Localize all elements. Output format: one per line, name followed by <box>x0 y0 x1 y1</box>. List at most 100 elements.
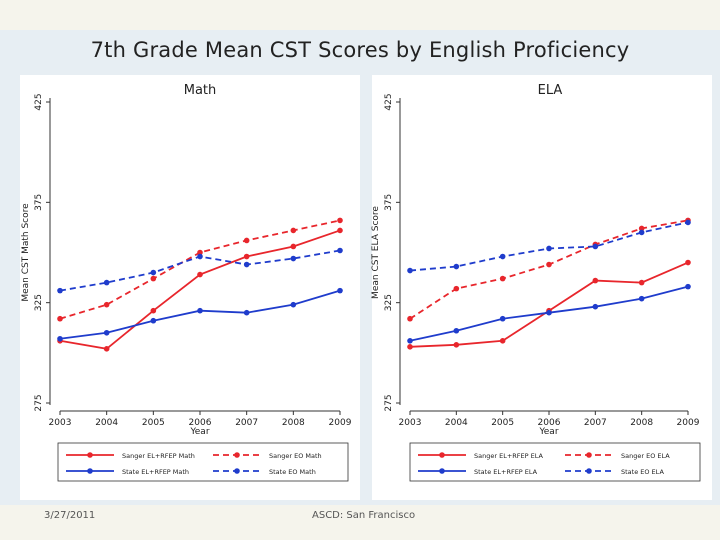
legend-item: Sanger EO ELA <box>565 452 670 460</box>
data-point <box>243 309 250 316</box>
y-axis-label: Mean CST Math Score <box>21 203 31 302</box>
y-tick-label: 275 <box>384 394 394 411</box>
y-tick-label: 325 <box>34 294 44 311</box>
data-point <box>685 259 691 266</box>
x-tick-label: 2007 <box>235 418 258 428</box>
data-point <box>337 227 343 234</box>
data-point <box>638 279 645 286</box>
y-tick-label: 325 <box>384 294 394 311</box>
data-point <box>407 337 413 344</box>
legend-label: Sanger EO ELA <box>621 452 670 460</box>
data-point <box>407 344 413 350</box>
x-tick-label: 2003 <box>49 418 72 428</box>
data-point <box>57 335 63 342</box>
y-tick-label: 425 <box>34 93 44 110</box>
legend-item: State EO Math <box>213 468 316 476</box>
data-point <box>243 261 250 268</box>
legend-item: State EL+RFEP Math <box>66 468 189 476</box>
legend-swatch-marker <box>439 468 445 474</box>
legend-swatch-marker <box>586 468 592 474</box>
x-tick-label: 2006 <box>189 418 212 428</box>
panel-background <box>20 75 360 500</box>
data-point <box>290 227 297 234</box>
legend-swatch-marker <box>87 468 93 474</box>
panel-title: Math <box>184 83 217 98</box>
panel-title: ELA <box>538 83 563 98</box>
legend-label: Sanger EL+RFEP ELA <box>474 452 543 460</box>
data-point <box>592 277 599 284</box>
data-point <box>290 243 297 250</box>
data-point <box>243 253 250 260</box>
data-point <box>407 267 413 274</box>
data-point <box>197 249 203 256</box>
data-point <box>337 287 343 294</box>
data-point <box>150 317 157 324</box>
series-sanger-eo-math <box>57 217 343 322</box>
data-point <box>103 329 110 336</box>
data-point <box>290 301 297 308</box>
legend-swatch-marker <box>234 468 240 474</box>
footer-date: 3/27/2011 <box>44 510 96 521</box>
data-point <box>638 295 645 302</box>
data-point <box>103 279 110 286</box>
data-point <box>337 217 343 224</box>
y-tick-label: 375 <box>34 194 44 211</box>
chart-panel-math: Math 275 325 375 425 Mean CST Math Score 2003 2… <box>20 75 360 500</box>
series-state-el-rfep-math <box>57 287 343 342</box>
x-axis-label: Year <box>538 427 558 437</box>
legend-item: State EL+RFEP ELA <box>418 468 538 476</box>
data-point <box>453 342 460 348</box>
legend-label: Sanger EL+RFEP Math <box>122 452 195 460</box>
series-state-eo-ela <box>407 219 691 274</box>
x-tick-label: 2003 <box>399 418 422 428</box>
series-state-el-rfep-ela <box>407 283 691 344</box>
data-point <box>150 269 157 276</box>
data-point <box>197 253 203 260</box>
data-point <box>499 315 506 322</box>
data-point <box>638 225 645 232</box>
legend: Sanger EL+RFEP Math Sanger EO Math State E… <box>57 442 349 482</box>
chart-title: 7th Grade Mean CST Scores by English Pro… <box>90 38 630 62</box>
data-point <box>337 247 343 254</box>
x-tick-label: 2005 <box>142 418 165 428</box>
data-point <box>150 307 157 314</box>
legend-label: State EO ELA <box>621 468 664 476</box>
legend-item: Sanger EO Math <box>213 452 322 460</box>
x-axis-label: Year <box>189 427 209 437</box>
data-point <box>453 327 460 334</box>
data-point <box>453 285 460 292</box>
data-point <box>57 287 63 294</box>
data-point <box>150 275 157 282</box>
legend-item: State EO ELA <box>565 468 664 476</box>
x-tick-label: 2009 <box>677 418 700 428</box>
data-point <box>243 237 250 244</box>
x-tick-label: 2005 <box>491 418 514 428</box>
data-point <box>546 309 552 316</box>
y-axis-label: Mean CST ELA Score <box>371 206 381 299</box>
legend-item: Sanger EL+RFEP Math <box>66 452 195 460</box>
series-state-eo-math <box>57 247 343 294</box>
legend-label: Sanger EO Math <box>269 452 322 460</box>
data-point <box>499 275 506 282</box>
chart-panel-ela: ELA 275 325 375 425 Mean CST ELA Score 2003 200… <box>371 75 712 500</box>
data-point <box>592 303 599 310</box>
series-sanger-el-rfep-math <box>57 227 343 352</box>
data-point <box>592 243 599 250</box>
legend-swatch-marker <box>439 452 445 458</box>
legend-item: Sanger EL+RFEP ELA <box>418 452 543 460</box>
data-point <box>103 301 110 308</box>
y-tick-label: 375 <box>384 194 394 211</box>
x-tick-label: 2004 <box>445 418 468 428</box>
data-point <box>197 307 203 314</box>
data-point <box>197 271 203 278</box>
data-point <box>290 255 297 262</box>
legend-label: State EL+RFEP ELA <box>474 468 538 476</box>
x-tick-label: 2007 <box>584 418 607 428</box>
legend-swatch-marker <box>87 452 93 458</box>
legend-swatch-marker <box>234 452 240 458</box>
data-point <box>407 315 413 322</box>
x-tick-label: 2008 <box>630 418 653 428</box>
data-point <box>685 219 691 226</box>
legend-label: State EO Math <box>269 468 316 476</box>
